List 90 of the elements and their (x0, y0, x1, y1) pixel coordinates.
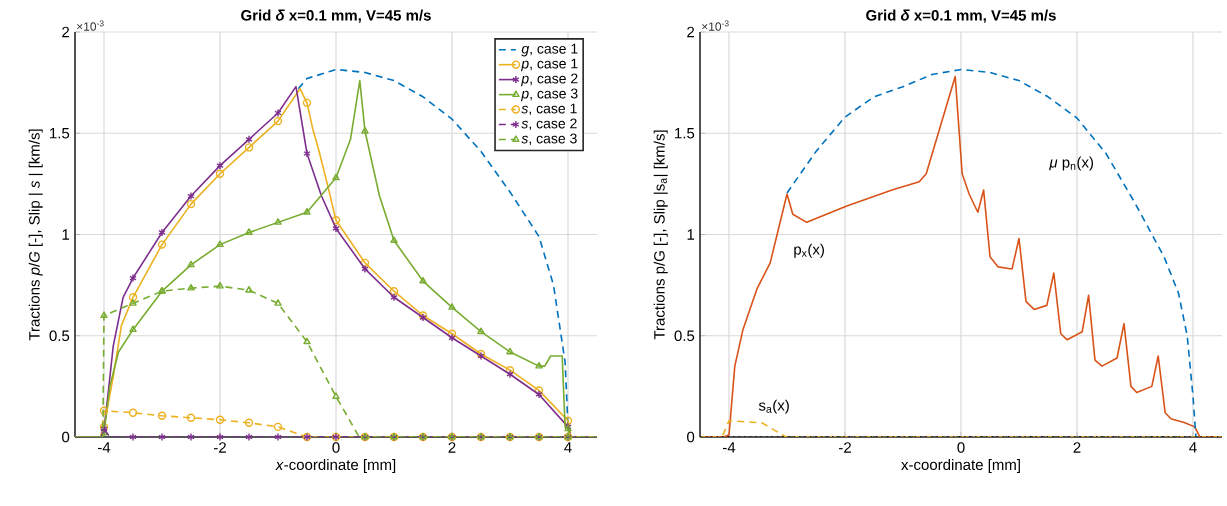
point (361, 127, 369, 134)
point (332, 392, 340, 399)
x-axis-title: x-coordinate [mm] (275, 459, 396, 473)
y-tick-label: 2 (687, 26, 695, 38)
y-tick-label: 0.5 (49, 330, 70, 342)
x-tick-label: -4 (723, 442, 736, 453)
point (100, 311, 108, 318)
x-tick-label: 0 (957, 442, 965, 453)
legend-label: p, case 1 (521, 58, 578, 72)
point (273, 116, 283, 126)
point (303, 337, 311, 345)
text: ×10$^{-3}$ (702, 20, 729, 31)
point (244, 418, 254, 428)
chart-title: Grid δ x=0.1 mm, V=45 m/s (241, 9, 431, 23)
x-tick-label: -2 (839, 442, 851, 453)
point (186, 413, 196, 422)
point (419, 276, 427, 284)
point (157, 240, 167, 249)
point (361, 264, 369, 274)
y-tick-label: 0 (62, 431, 70, 443)
legend-label: s, case 1 (521, 103, 577, 116)
y-tick-label: 1 (687, 229, 695, 240)
point (274, 108, 282, 118)
legend-label: p, case 2 (521, 73, 578, 87)
point (506, 347, 514, 355)
y-axis-title: Tractions p/G [-], Slip |s$_{a}$| [km/s] (653, 130, 668, 340)
legend-label: p, case 3 (521, 88, 578, 102)
chart-title: Grid δ x=0.1 mm, V=45 m/s (866, 9, 1056, 23)
point (186, 199, 196, 209)
point (535, 361, 543, 369)
x-axis-title: x-coordinate [mm] (901, 459, 1020, 473)
y-axis-title: Tractions p/G [-], Slip | s | [km/s] (28, 129, 43, 341)
point (273, 422, 283, 432)
text: ×10$^{-3}$ (77, 20, 104, 31)
x-tick-label: 0 (332, 442, 340, 453)
legend-label: s, case 2 (521, 118, 577, 131)
point (128, 408, 138, 417)
point (158, 228, 166, 237)
x-tick-label: -2 (214, 442, 226, 453)
point (332, 173, 340, 181)
point (216, 240, 224, 248)
x-tick-label: 2 (448, 442, 456, 453)
x-tick-label: 4 (1189, 442, 1197, 453)
point (187, 191, 195, 201)
point (390, 293, 398, 302)
point (245, 228, 253, 235)
y-tick-label: 0.5 (674, 330, 695, 342)
point (448, 303, 456, 310)
annotation: μ p$_{n}$(x) (1049, 156, 1094, 171)
legend-label: g, case 1 (521, 43, 578, 57)
point (332, 224, 340, 233)
point (128, 293, 138, 302)
point (215, 415, 225, 424)
legend-label: s, case 3 (521, 133, 577, 146)
point (245, 285, 253, 293)
y-tick-label: 1.5 (675, 128, 695, 139)
annotation: s$_{a}$(x) (758, 399, 789, 414)
point (535, 390, 543, 399)
point (274, 299, 282, 306)
point (389, 287, 399, 296)
point (331, 216, 341, 225)
point (129, 273, 137, 283)
point (216, 161, 224, 170)
point (477, 327, 485, 335)
point (244, 143, 254, 152)
point (216, 281, 224, 289)
point (157, 411, 167, 420)
point (129, 299, 137, 306)
annotation: p$_{x}$(x) (794, 243, 824, 258)
point (303, 208, 311, 215)
point (129, 325, 137, 333)
y-tick-label: 1 (62, 229, 70, 240)
y-tick-label: 0 (687, 431, 695, 443)
point (390, 236, 398, 244)
point (563, 416, 573, 425)
point (245, 135, 253, 144)
point (215, 169, 225, 178)
point (506, 370, 514, 379)
x-tick-label: -4 (98, 442, 111, 453)
point (303, 149, 311, 158)
point (302, 98, 312, 108)
y-tick-label: 2 (62, 26, 70, 38)
point (274, 218, 282, 225)
point (99, 406, 109, 415)
x-tick-label: 4 (564, 442, 572, 453)
y-tick-label: 1.5 (50, 128, 70, 139)
point (187, 283, 195, 291)
point (187, 260, 195, 268)
point (448, 333, 456, 342)
x-tick-label: 2 (1073, 442, 1081, 453)
